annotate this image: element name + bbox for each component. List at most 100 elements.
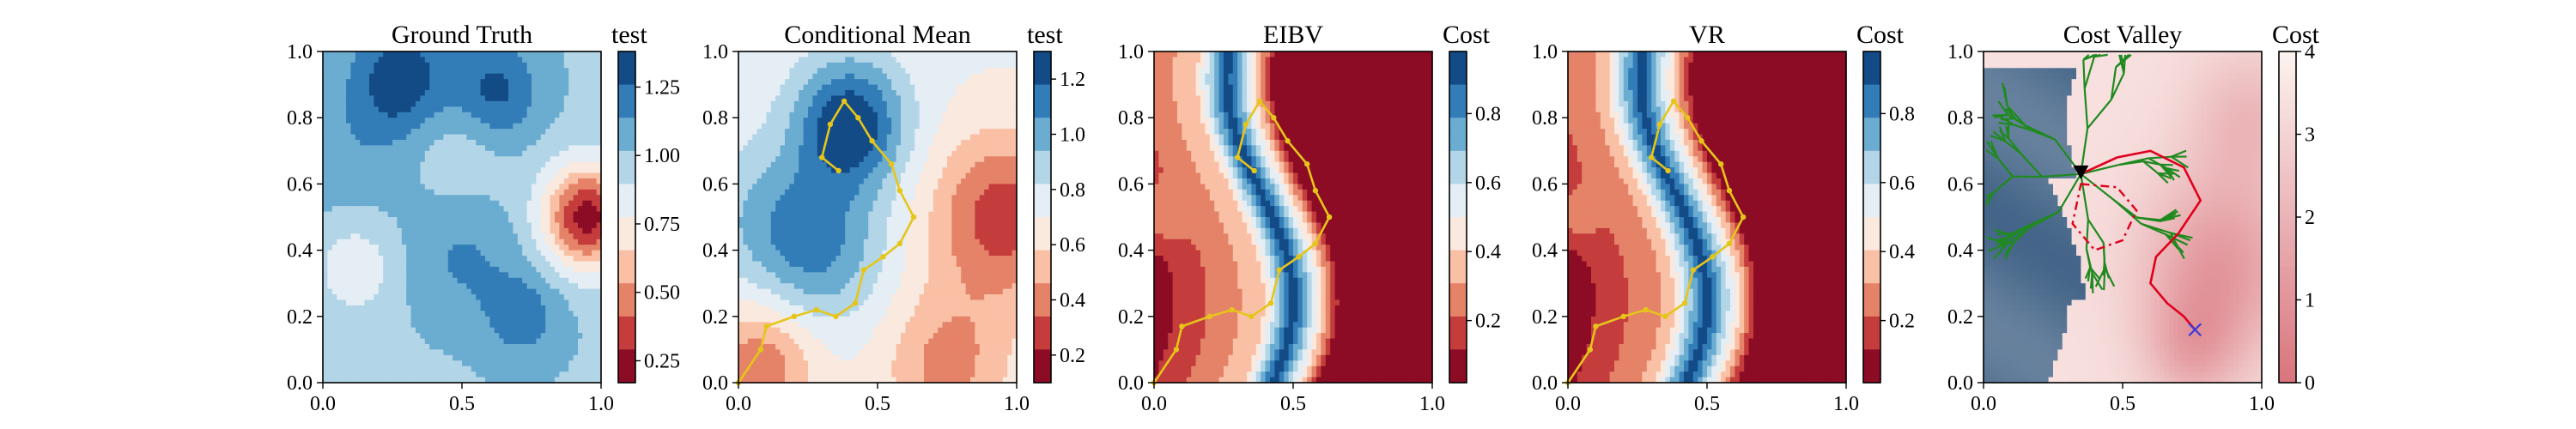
tree-edge xyxy=(2085,219,2089,250)
path-point xyxy=(1235,154,1241,160)
colorbar-tick-label: 2 xyxy=(2305,207,2315,229)
colorbar-tick-label: 0.75 xyxy=(644,214,680,236)
path-point xyxy=(1206,313,1213,319)
x-tick-label: 0.5 xyxy=(865,393,890,415)
path-point xyxy=(1740,214,1747,221)
tree-edge xyxy=(2013,227,2030,244)
path-point xyxy=(1229,306,1235,313)
tree-edge xyxy=(1998,122,2014,126)
chart-3: EIBV 0.0 0.5 1.0 0.0 0.2 0.4 0.6 0.8 1.0 0.2 0.4 0.6… xyxy=(1118,21,1501,415)
current-position-marker xyxy=(2073,165,2089,179)
y-tick-label: 0.8 xyxy=(1947,107,1973,130)
path-point xyxy=(1276,267,1283,273)
tree-edge xyxy=(1997,100,2009,116)
colorbar-tick-label: 0.50 xyxy=(644,282,680,305)
path-point xyxy=(855,115,861,121)
path-point xyxy=(1662,313,1668,319)
y-tick-label: 1.0 xyxy=(1947,41,1973,63)
y-tick-label: 0.8 xyxy=(1118,107,1144,130)
path-point xyxy=(880,254,886,260)
tree-edge xyxy=(2115,54,2130,69)
x-tick-label: 0.0 xyxy=(1141,393,1167,415)
path-point xyxy=(860,267,866,273)
chart-title: Ground Truth xyxy=(392,21,532,49)
tree-edge xyxy=(1998,126,2007,142)
path-point xyxy=(852,300,859,306)
path-point xyxy=(896,187,903,194)
tree-edge xyxy=(2057,173,2082,213)
chart-2: Conditional Mean 0.0 0.5 1.0 0.0 0.2 0.4 0.6 0.8… xyxy=(702,21,1085,415)
tree-edge xyxy=(2085,248,2093,274)
y-tick-label: 0.2 xyxy=(702,306,728,329)
x-tick-label: 0.5 xyxy=(1694,393,1720,415)
path-point xyxy=(1665,167,1671,174)
colorbar-tick-label: 4 xyxy=(2305,41,2315,63)
colorbar-tick-label: 0.4 xyxy=(1475,241,1501,263)
path-point xyxy=(835,167,841,174)
colorbar: 0.25 0.50 0.75 1.00 1.25 test xyxy=(611,21,680,384)
y-tick-label: 1.0 xyxy=(287,41,313,63)
y-tick-label: 0.0 xyxy=(287,372,313,395)
path-point xyxy=(896,240,903,247)
colorbar-tick-label: 0.8 xyxy=(1060,179,1085,202)
tree-edge xyxy=(2025,124,2056,141)
tree-edge xyxy=(2170,232,2193,239)
path-point xyxy=(1242,121,1249,128)
tree-edge xyxy=(2112,198,2142,225)
path-point xyxy=(1271,115,1277,121)
colorbar-tick-label: 0.8 xyxy=(1889,103,1915,125)
tree-edge xyxy=(2087,267,2092,282)
path-point xyxy=(819,154,825,160)
y-tick-label: 0.6 xyxy=(1947,173,1973,196)
path-point xyxy=(1620,313,1627,319)
tree-edge xyxy=(2093,53,2101,58)
y-tick-label: 0.4 xyxy=(1118,240,1144,263)
y-tick-label: 0.6 xyxy=(702,173,728,196)
colorbar-tick-label: 1.00 xyxy=(644,145,680,167)
tree-edge xyxy=(2160,213,2177,222)
tree-edge xyxy=(2160,208,2178,221)
y-tick-label: 0.0 xyxy=(1532,372,1558,395)
path-point xyxy=(869,138,875,144)
tree-edge xyxy=(2082,53,2096,61)
path-point xyxy=(763,323,769,329)
tree-edge xyxy=(2166,167,2180,172)
sampling-path xyxy=(1564,98,1747,386)
tree-edge xyxy=(2087,99,2112,130)
tree-edge xyxy=(1985,192,1995,207)
path-point xyxy=(1256,98,1263,105)
tree-edge xyxy=(1990,141,1999,159)
path-point xyxy=(1670,98,1677,105)
tree-edge xyxy=(2007,113,2026,127)
colorbar-label: test xyxy=(1027,21,1063,49)
path-point xyxy=(1681,300,1688,306)
tree-edge xyxy=(2142,160,2161,166)
path-point xyxy=(1267,300,1274,306)
colorbar-label: Cost xyxy=(2272,21,2320,49)
y-tick-label: 0.0 xyxy=(1947,372,1973,395)
path-point xyxy=(1718,161,1724,167)
colorbar: 0.2 0.4 0.6 0.8 Cost xyxy=(1443,21,1501,384)
y-tick-label: 0.6 xyxy=(1532,173,1558,196)
y-tick-label: 0.4 xyxy=(1532,240,1558,263)
y-tick-label: 1.0 xyxy=(1532,41,1558,63)
colorbar-tick-label: 1.0 xyxy=(1060,124,1085,147)
colorbar-tick-label: 0 xyxy=(2305,372,2315,395)
x-tick-label: 1.0 xyxy=(1833,393,1859,415)
path-point xyxy=(889,161,895,167)
tree-edge xyxy=(2110,73,2125,100)
tree-edge xyxy=(1999,116,2014,126)
path-point xyxy=(1726,240,1733,247)
heatmap-field xyxy=(1154,51,1433,384)
path-point xyxy=(1251,167,1257,174)
colorbar-label: Cost xyxy=(1443,21,1491,49)
path-point xyxy=(1690,267,1697,273)
colorbar-tick-label: 0.6 xyxy=(1475,172,1501,195)
path-point xyxy=(827,121,834,128)
tree-edge xyxy=(2083,88,2089,129)
path-point xyxy=(1649,154,1655,160)
tree-edge xyxy=(2171,149,2187,158)
x-tick-label: 1.0 xyxy=(588,393,614,415)
